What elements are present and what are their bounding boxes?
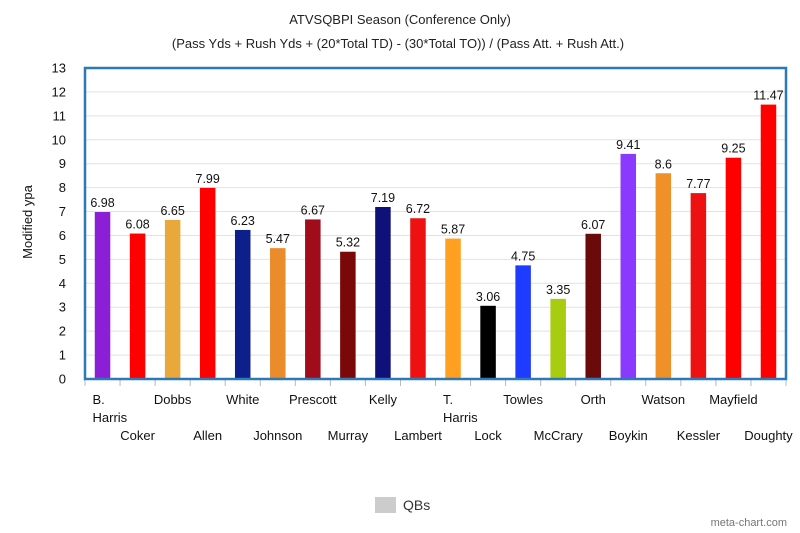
- legend-label: QBs: [403, 497, 430, 513]
- data-label: 5.87: [441, 223, 465, 237]
- y-tick-label: 2: [59, 324, 66, 339]
- data-label: 6.23: [231, 214, 255, 228]
- chart-subtitle: (Pass Yds + Rush Yds + (20*Total TD) - (…: [172, 36, 624, 51]
- bar[interactable]: [690, 193, 707, 379]
- bar[interactable]: [515, 265, 531, 379]
- bar[interactable]: [234, 229, 251, 379]
- category-label: White: [226, 392, 259, 407]
- plot-frame: [83, 66, 788, 381]
- y-tick-label: 1: [59, 348, 66, 363]
- category-label: B.: [93, 392, 105, 407]
- category-label: Doughty: [744, 428, 793, 443]
- y-tick-label: 12: [52, 84, 66, 99]
- bar[interactable]: [410, 218, 426, 379]
- y-tick-label: 9: [59, 156, 66, 171]
- category-label: Johnson: [253, 428, 302, 443]
- data-label: 5.32: [336, 236, 360, 250]
- bar[interactable]: [620, 153, 637, 379]
- x-axis-categories: B. Harris Coker Dobbs Allen White Johnson Presc…: [84, 379, 793, 443]
- bar[interactable]: [94, 212, 111, 379]
- category-label: Lambert: [394, 428, 442, 443]
- category-label: Boykin: [609, 428, 648, 443]
- value-labels: 6.98 6.08 6.65 7.99 6.23 5.47 6.67 5.32 7.19 6.72…: [90, 89, 783, 304]
- category-label: Murray: [328, 428, 369, 443]
- data-label: 11.47: [753, 89, 783, 103]
- bar[interactable]: [585, 233, 601, 379]
- bar[interactable]: [199, 187, 216, 379]
- data-label: 7.77: [686, 177, 710, 191]
- category-label: T.: [443, 392, 453, 407]
- legend[interactable]: QBs: [375, 497, 430, 513]
- y-tick-label: 3: [59, 300, 66, 315]
- y-tick-label: 7: [59, 204, 66, 219]
- data-label: 4.75: [511, 249, 535, 263]
- y-tick-label: 6: [59, 228, 66, 243]
- y-tick-label: 13: [52, 61, 66, 76]
- legend-swatch: [375, 497, 396, 513]
- credit-watermark: meta-chart.com: [711, 517, 787, 529]
- category-label: Kessler: [677, 428, 721, 443]
- y-tick-label: 0: [59, 372, 66, 387]
- bar[interactable]: [550, 298, 566, 379]
- y-tick-label: 4: [59, 276, 66, 291]
- gridlines: [85, 67, 786, 380]
- bar-series: [94, 104, 777, 380]
- category-label: Orth: [581, 392, 606, 407]
- category-label: McCrary: [534, 428, 584, 443]
- data-label: 6.72: [406, 202, 430, 216]
- y-tick-label: 11: [53, 108, 67, 123]
- data-label: 9.41: [616, 138, 640, 152]
- category-label: Lock: [474, 428, 502, 443]
- data-label: 3.35: [546, 283, 570, 297]
- category-label: Harris: [443, 410, 478, 425]
- bar[interactable]: [655, 173, 672, 379]
- category-label: Kelly: [369, 392, 398, 407]
- data-label: 9.25: [721, 142, 745, 156]
- y-axis-label: Modified ypa: [20, 184, 35, 258]
- bar[interactable]: [375, 206, 391, 379]
- data-label: 7.99: [196, 172, 220, 186]
- data-label: 6.98: [90, 196, 114, 210]
- bar[interactable]: [270, 248, 286, 379]
- bar[interactable]: [340, 251, 356, 379]
- data-label: 7.19: [371, 191, 395, 205]
- y-tick-label: 8: [59, 180, 66, 195]
- y-tick-label: 5: [59, 252, 66, 267]
- category-label: Watson: [642, 392, 686, 407]
- bar[interactable]: [305, 219, 321, 379]
- data-label: 6.65: [160, 204, 184, 218]
- data-label: 6.08: [125, 218, 149, 232]
- y-tick-label: 10: [52, 132, 66, 147]
- category-label: Towles: [503, 392, 543, 407]
- chart-title: ATVSQBPI Season (Conference Only): [289, 12, 511, 27]
- category-label: Dobbs: [154, 392, 192, 407]
- category-label: Coker: [120, 428, 155, 443]
- bar[interactable]: [760, 104, 777, 380]
- bar[interactable]: [164, 219, 181, 379]
- data-label: 5.47: [266, 232, 290, 246]
- data-label: 6.67: [301, 203, 325, 217]
- data-label: 6.07: [581, 218, 605, 232]
- category-label: Allen: [193, 428, 222, 443]
- category-label: Mayfield: [709, 392, 757, 407]
- bar[interactable]: [480, 305, 496, 379]
- bar[interactable]: [129, 233, 146, 379]
- bar[interactable]: [725, 157, 742, 379]
- data-label: 3.06: [476, 290, 500, 304]
- category-label: Prescott: [289, 392, 337, 407]
- bar[interactable]: [445, 238, 461, 379]
- data-label: 8.6: [655, 157, 672, 171]
- category-label: Harris: [93, 410, 128, 425]
